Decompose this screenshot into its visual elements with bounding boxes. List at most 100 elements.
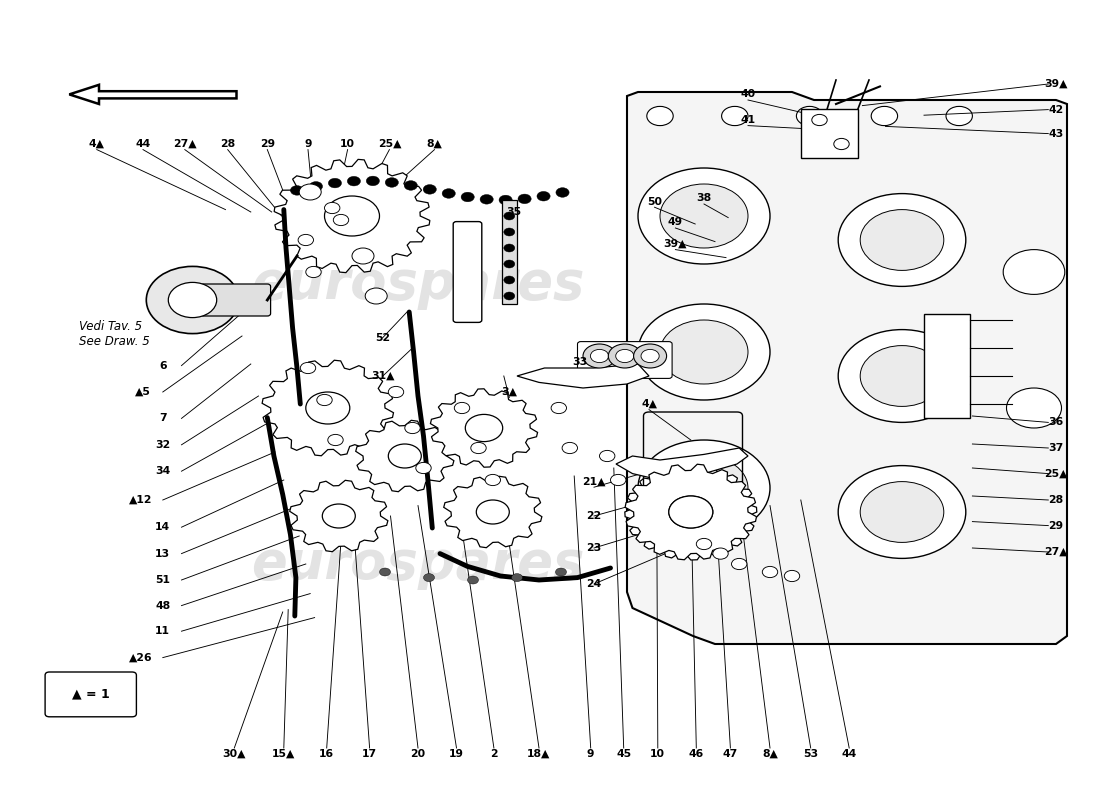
Circle shape bbox=[518, 194, 531, 204]
Text: 16: 16 bbox=[319, 749, 334, 758]
Circle shape bbox=[762, 566, 778, 578]
Circle shape bbox=[638, 304, 770, 400]
Polygon shape bbox=[289, 480, 388, 552]
Circle shape bbox=[504, 276, 515, 284]
Text: 8▲: 8▲ bbox=[427, 139, 442, 149]
Circle shape bbox=[608, 344, 641, 368]
Text: ▲ = 1: ▲ = 1 bbox=[72, 688, 110, 701]
Text: 27▲: 27▲ bbox=[1044, 547, 1068, 557]
Polygon shape bbox=[69, 85, 236, 104]
Circle shape bbox=[713, 548, 728, 559]
Polygon shape bbox=[430, 389, 538, 467]
Circle shape bbox=[504, 212, 515, 220]
Circle shape bbox=[499, 195, 513, 205]
FancyBboxPatch shape bbox=[453, 222, 482, 322]
Text: 17: 17 bbox=[362, 749, 377, 758]
Circle shape bbox=[306, 392, 350, 424]
Text: 23: 23 bbox=[586, 543, 602, 553]
Polygon shape bbox=[443, 476, 542, 548]
Circle shape bbox=[871, 106, 898, 126]
Circle shape bbox=[442, 189, 455, 198]
Text: 28: 28 bbox=[1048, 495, 1064, 505]
Circle shape bbox=[461, 192, 474, 202]
Text: 42: 42 bbox=[1048, 105, 1064, 114]
Circle shape bbox=[1006, 388, 1062, 428]
Text: 31▲: 31▲ bbox=[371, 371, 395, 381]
Circle shape bbox=[551, 402, 566, 414]
Circle shape bbox=[298, 234, 314, 246]
Circle shape bbox=[388, 444, 421, 468]
Circle shape bbox=[1003, 250, 1065, 294]
Circle shape bbox=[485, 474, 501, 486]
Text: 10: 10 bbox=[650, 749, 666, 758]
Circle shape bbox=[379, 568, 390, 576]
Text: 29: 29 bbox=[260, 139, 275, 149]
Circle shape bbox=[454, 402, 470, 414]
Text: 14: 14 bbox=[155, 522, 170, 532]
Circle shape bbox=[583, 344, 616, 368]
Text: 29: 29 bbox=[1048, 521, 1064, 530]
Text: 15▲: 15▲ bbox=[272, 749, 296, 758]
Polygon shape bbox=[262, 360, 394, 456]
Circle shape bbox=[309, 182, 322, 191]
Text: 47: 47 bbox=[723, 749, 738, 758]
Circle shape bbox=[660, 456, 748, 520]
Circle shape bbox=[333, 214, 349, 226]
Circle shape bbox=[465, 414, 503, 442]
Circle shape bbox=[405, 422, 420, 434]
Text: 9: 9 bbox=[587, 749, 594, 758]
Polygon shape bbox=[355, 420, 454, 492]
Circle shape bbox=[669, 496, 713, 528]
Circle shape bbox=[732, 558, 747, 570]
Text: 43: 43 bbox=[1048, 129, 1064, 138]
FancyBboxPatch shape bbox=[200, 284, 271, 316]
Circle shape bbox=[388, 386, 404, 398]
Text: 39▲: 39▲ bbox=[663, 239, 688, 249]
Circle shape bbox=[366, 176, 379, 186]
Circle shape bbox=[324, 202, 340, 214]
Circle shape bbox=[476, 500, 509, 524]
Circle shape bbox=[860, 346, 944, 406]
Circle shape bbox=[784, 570, 800, 582]
Circle shape bbox=[348, 176, 361, 186]
Circle shape bbox=[860, 482, 944, 542]
Circle shape bbox=[838, 466, 966, 558]
Circle shape bbox=[946, 106, 972, 126]
Circle shape bbox=[385, 178, 398, 187]
Circle shape bbox=[556, 568, 566, 576]
FancyBboxPatch shape bbox=[801, 109, 858, 158]
Polygon shape bbox=[627, 92, 1067, 644]
Circle shape bbox=[556, 188, 569, 198]
Circle shape bbox=[168, 282, 217, 318]
Circle shape bbox=[504, 244, 515, 252]
Circle shape bbox=[537, 191, 550, 201]
Circle shape bbox=[610, 474, 626, 486]
Text: 48: 48 bbox=[155, 601, 170, 610]
Text: 37: 37 bbox=[1048, 443, 1064, 453]
Text: eurospares: eurospares bbox=[251, 258, 585, 310]
Polygon shape bbox=[616, 448, 748, 480]
Text: 53: 53 bbox=[803, 749, 818, 758]
Text: 24: 24 bbox=[586, 579, 602, 589]
Text: 7: 7 bbox=[160, 414, 166, 423]
Circle shape bbox=[352, 248, 374, 264]
Polygon shape bbox=[274, 159, 430, 273]
Text: 11: 11 bbox=[155, 626, 170, 636]
Text: 44: 44 bbox=[842, 749, 857, 758]
Circle shape bbox=[324, 196, 380, 236]
Text: 33: 33 bbox=[572, 357, 587, 366]
Text: 9: 9 bbox=[305, 139, 311, 149]
Text: 18▲: 18▲ bbox=[527, 749, 551, 758]
Circle shape bbox=[299, 184, 321, 200]
Circle shape bbox=[838, 194, 966, 286]
Circle shape bbox=[416, 462, 431, 474]
Circle shape bbox=[591, 350, 608, 362]
Text: 50: 50 bbox=[647, 197, 662, 206]
Circle shape bbox=[480, 194, 493, 204]
Circle shape bbox=[669, 496, 713, 528]
Text: ▲26: ▲26 bbox=[129, 653, 153, 662]
Circle shape bbox=[471, 442, 486, 454]
Text: 21▲: 21▲ bbox=[582, 477, 606, 486]
Text: 22: 22 bbox=[586, 511, 602, 521]
Circle shape bbox=[722, 106, 748, 126]
